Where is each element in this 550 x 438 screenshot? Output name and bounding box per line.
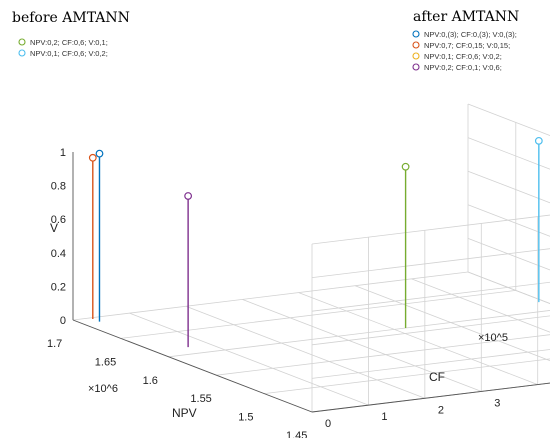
grid-line xyxy=(72,271,469,321)
x-tick-label: 1.45 xyxy=(286,430,307,438)
y-tick-label: 1 xyxy=(381,411,387,423)
stem-marker xyxy=(401,162,410,171)
grid-line xyxy=(311,248,550,278)
z-tick-label: 0.2 xyxy=(51,281,66,293)
title-before: before AMTANN xyxy=(12,10,130,26)
legend-entry: NPV:0,2; CF:0,1; V:0,6; xyxy=(424,63,502,72)
title-after: after AMTANN xyxy=(413,9,519,25)
x-exponent-label: ×10^6 xyxy=(88,383,118,395)
grid-line xyxy=(242,299,482,392)
stem-marker xyxy=(95,149,104,158)
y-tick-label: 0 xyxy=(325,418,331,430)
grid-line xyxy=(467,137,550,170)
x-tick-label: 1.5 xyxy=(238,412,253,424)
grid-line xyxy=(467,170,550,204)
z-tick-label: 1 xyxy=(60,147,66,159)
x-tick-label: 1.7 xyxy=(47,338,62,350)
legend-after: NPV:0,(3); CF:0,(3); V:0,(3); NPV:0,7; CF… xyxy=(412,30,517,72)
legend-marker xyxy=(412,52,420,60)
stem-marker xyxy=(184,192,193,200)
legend-marker xyxy=(412,63,420,71)
z-axis-label: V xyxy=(50,221,58,235)
grid-line xyxy=(467,204,550,237)
grid-line xyxy=(185,305,426,399)
legend-entry: NPV:0,1; CF:0,6; V:0,2; xyxy=(30,49,108,58)
legend-marker xyxy=(412,41,420,49)
grid-line xyxy=(311,349,550,379)
legend-entry: NPV:0,(3); CF:0,(3); V:0,(3); xyxy=(424,30,517,39)
y-axis-label: CF xyxy=(429,370,445,384)
grid-line xyxy=(311,281,550,312)
grid-line xyxy=(120,290,516,339)
legend-entry: NPV:0,1; CF:0,6; V:0,2; xyxy=(424,52,502,61)
y-tick-label: 3 xyxy=(494,397,500,409)
grid-line xyxy=(264,358,550,394)
x-tick-label: 1.65 xyxy=(95,356,116,368)
grid-line xyxy=(467,238,550,271)
grid-line xyxy=(168,310,550,358)
tick-labels: 00.20.40.60.811.71.651.61.551.51.4501234… xyxy=(47,147,500,438)
grid-line xyxy=(216,334,550,376)
y-tick-label: 2 xyxy=(438,404,444,416)
grid-line xyxy=(311,315,550,346)
grid-layer xyxy=(72,103,550,413)
stem-marker xyxy=(88,153,97,162)
legend-before: NPV:0,2; CF:0,6; V:0,1; NPV:0,1; CF:0,6; … xyxy=(18,38,108,58)
legend-entry: NPV:0,7; CF:0,15; V:0,15; xyxy=(424,41,510,50)
legend-marker xyxy=(412,30,420,38)
z-tick-label: 0.6 xyxy=(51,214,66,226)
grid-line xyxy=(354,285,550,362)
x-axis-line xyxy=(72,319,313,413)
legend-marker xyxy=(18,38,26,46)
z-tick-label: 0.4 xyxy=(51,248,66,260)
grid-line xyxy=(311,214,550,245)
x-tick-label: 1.55 xyxy=(190,393,211,405)
grid-line xyxy=(467,103,550,136)
x-tick-label: 1.6 xyxy=(143,375,158,387)
legend-entry: NPV:0,2; CF:0,6; V:0,1; xyxy=(30,38,108,47)
stem-marker xyxy=(534,136,543,145)
y-exponent-label: ×10^5 xyxy=(478,332,508,344)
y-axis-line xyxy=(311,382,550,413)
axis-frame xyxy=(72,152,550,413)
grid-line xyxy=(129,312,369,406)
z-tick-label: 0 xyxy=(60,315,66,327)
grid-line xyxy=(467,271,550,304)
z-tick-label: 0.8 xyxy=(51,181,66,193)
stems-layer xyxy=(88,136,543,348)
x-axis-label: NPV xyxy=(172,406,197,420)
legend-marker xyxy=(18,49,26,57)
